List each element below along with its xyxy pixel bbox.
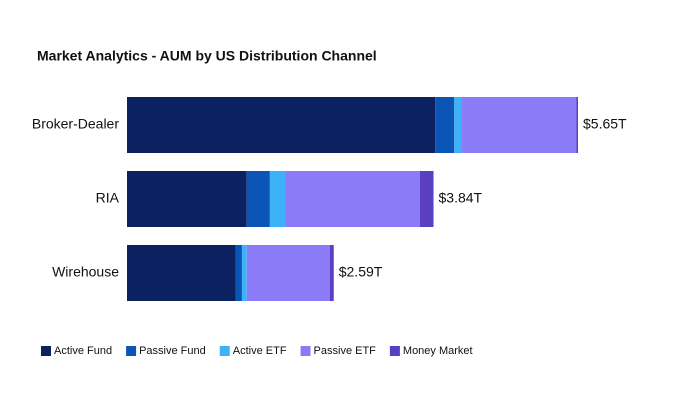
bar-segment (454, 97, 462, 153)
legend-swatch (389, 346, 400, 356)
bar-segment (435, 97, 455, 153)
total-label: $5.65T (583, 116, 627, 132)
chart-title: Market Analytics - AUM by US Distributio… (37, 48, 377, 64)
bar-segment (576, 97, 578, 153)
legend-swatch (126, 346, 137, 356)
bar-segment (285, 171, 420, 227)
legend-label: Active ETF (233, 345, 287, 357)
bar-segment (461, 97, 577, 153)
bar-segment (246, 171, 270, 227)
bar-segment (329, 245, 334, 301)
bar-segment (241, 245, 247, 301)
total-label: $3.84T (439, 190, 483, 206)
category-label: Wirehouse (52, 264, 119, 280)
total-label: $2.59T (339, 264, 383, 280)
bar-segment (235, 245, 242, 301)
legend-label: Money Market (403, 345, 473, 357)
legend-swatch (300, 346, 311, 356)
category-label: Broker-Dealer (32, 116, 119, 132)
bar-segment (127, 171, 247, 227)
bar-segment (127, 245, 236, 301)
bar-segment (419, 171, 434, 227)
bar-segment (127, 97, 436, 153)
legend-label: Passive Fund (139, 345, 206, 357)
bar-segment (269, 171, 286, 227)
bar-segment (246, 245, 330, 301)
legend-swatch (41, 346, 51, 356)
category-label: RIA (96, 190, 120, 206)
legend-swatch (219, 346, 230, 356)
legend-label: Passive ETF (314, 345, 377, 357)
legend-label: Active Fund (54, 345, 112, 357)
